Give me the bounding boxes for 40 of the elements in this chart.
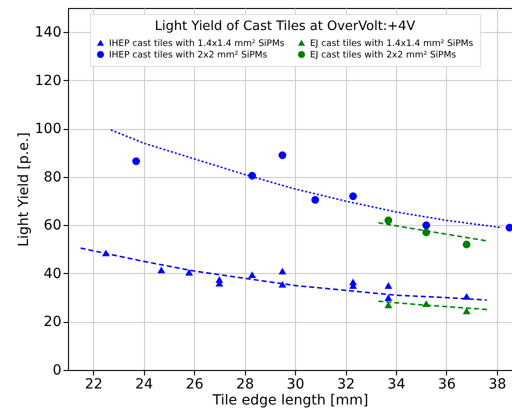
- point: [248, 271, 256, 278]
- point: [157, 266, 166, 274]
- y-tick-label: 140: [34, 24, 62, 41]
- y-tick-label: 40: [44, 266, 62, 282]
- legend-label: IHEP cast tiles with 2x2 mm² SiPMs: [109, 50, 268, 60]
- x-tick-label: 24: [135, 376, 154, 392]
- x-tick-label: 22: [84, 376, 103, 392]
- y-tick-label: 0: [52, 362, 62, 378]
- x-tick-label: 38: [488, 376, 506, 392]
- y-tick-label: 120: [34, 72, 62, 89]
- y-axis-title: Light Yield [p.e.]: [16, 132, 32, 247]
- point: [349, 192, 357, 200]
- x-axis-title: Tile edge length [mm]: [212, 392, 368, 408]
- line-series: [110, 129, 503, 228]
- point: [278, 268, 286, 274]
- point: [132, 157, 140, 166]
- y-tick-label: 20: [44, 314, 62, 330]
- x-tick-label: 26: [186, 376, 204, 392]
- y-tick-label: 100: [34, 121, 62, 138]
- x-tick-label: 32: [337, 376, 355, 392]
- y-tick-label: 60: [44, 218, 62, 234]
- point: [506, 224, 512, 232]
- point: [384, 216, 392, 224]
- x-tick-label: 34: [388, 376, 406, 392]
- x-tick-label: 30: [286, 376, 304, 392]
- point: [278, 151, 286, 160]
- legend-label: IHEP cast tiles with 1.4x1.4 mm² SiPMs: [109, 38, 285, 49]
- legend-label: EJ cast tiles with 2x2 mm² SiPMs: [310, 50, 456, 60]
- point: [384, 282, 392, 289]
- point: [384, 294, 392, 301]
- legend-label: EJ cast tiles with 1.4x1.4 mm² SiPMs: [310, 38, 474, 49]
- point: [311, 196, 320, 204]
- point: [462, 240, 470, 248]
- line-series: [80, 247, 488, 301]
- x-tick-label: 28: [236, 376, 254, 392]
- legend-title: Light Yield of Cast Tiles at OverVolt:+4V: [154, 19, 416, 34]
- point: [185, 268, 193, 276]
- y-tick-label: 80: [44, 169, 62, 186]
- point: [422, 221, 430, 230]
- x-tick-label: 36: [438, 376, 456, 392]
